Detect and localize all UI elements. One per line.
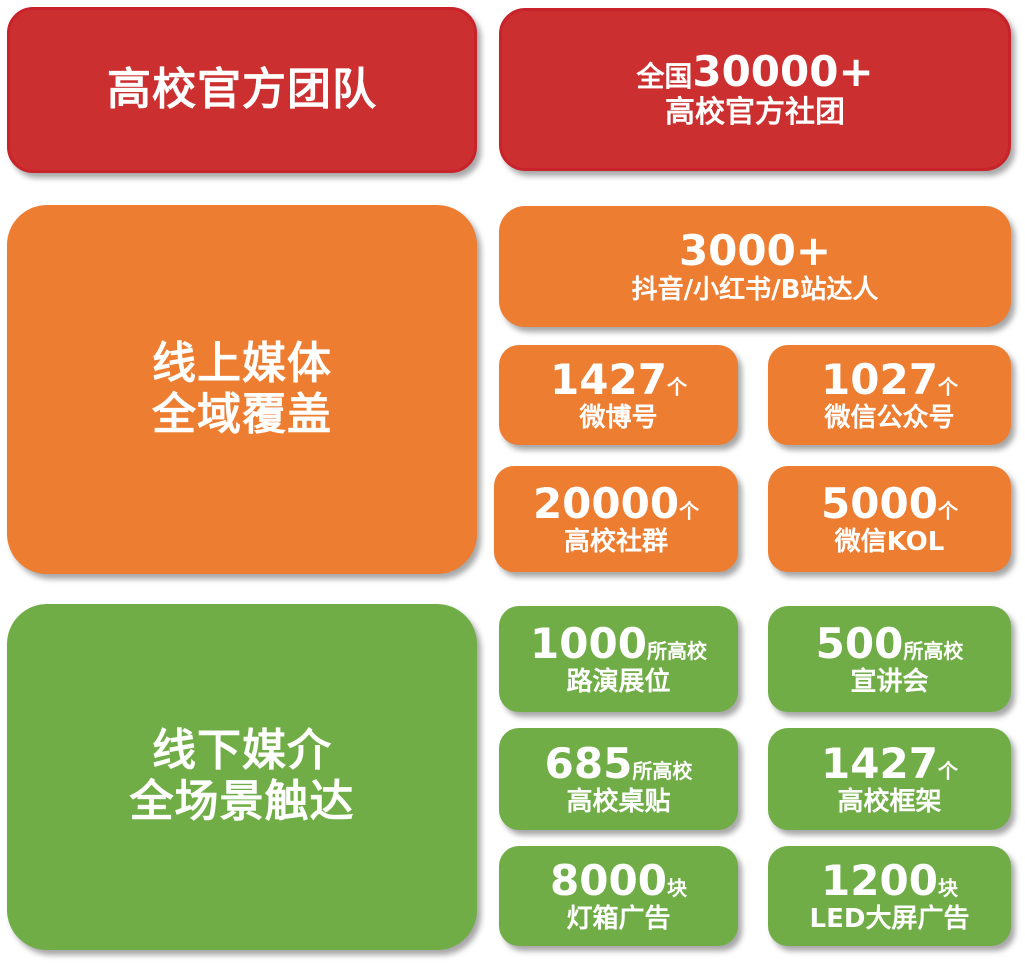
item-unit: 个 (666, 374, 687, 399)
offline-item: 1000所高校路演展位 (499, 606, 738, 712)
item-value: 5000 (821, 478, 938, 528)
online-title-box: 线上媒体 全域覆盖 (7, 205, 477, 574)
offline-item: 8000块灯箱广告 (499, 846, 738, 946)
online-top-value: 3000+ (678, 226, 832, 276)
stat-value: 30000+ (692, 47, 874, 97)
online-item: 1427个 微博号 (499, 345, 738, 445)
team-title-box: 高校官方团队 (7, 7, 477, 173)
item-value: 8000 (550, 855, 667, 905)
item-unit: 所高校 (903, 638, 964, 663)
item-label: 高校框架 (837, 787, 942, 818)
item-unit: 所高校 (646, 638, 707, 663)
item-value: 500 (815, 618, 904, 668)
item-value: 1027 (821, 354, 938, 404)
item-value: 20000 (532, 478, 680, 528)
online-item: 20000个 高校社群 (494, 466, 738, 572)
item-label: 微博号 (579, 403, 658, 434)
item-unit: 所高校 (632, 758, 693, 783)
online-item: 5000个微信KOL (768, 466, 1011, 572)
offline-item: 1427个高校框架 (768, 728, 1011, 830)
stat-label: 高校官方社团 (665, 95, 845, 131)
online-title-line1: 线上媒体 (152, 337, 332, 389)
item-value: 1200 (821, 855, 938, 905)
item-unit: 个 (937, 498, 958, 523)
item-value: 685 (544, 738, 633, 788)
offline-title-line2: 全场景触达 (129, 776, 355, 827)
offline-item: 685所高校高校桌贴 (499, 728, 738, 830)
item-label: 高校社群 (563, 527, 668, 558)
team-stat-box: 全国30000+ 高校官方社团 (499, 8, 1011, 171)
item-unit: 个 (937, 374, 958, 399)
item-label: LED大屏广告 (809, 904, 970, 935)
offline-title-box: 线下媒介 全场景触达 (7, 604, 477, 950)
team-title: 高校官方团队 (107, 63, 377, 115)
stat-prefix: 全国 (636, 60, 693, 94)
online-top-label: 抖音/小红书/B站达人 (631, 274, 879, 305)
item-unit: 块 (666, 875, 687, 900)
item-label: 高校桌贴 (566, 787, 671, 818)
item-label: 灯箱广告 (566, 904, 671, 935)
item-value: 1427 (821, 738, 938, 788)
item-label: 微信公众号 (824, 403, 955, 434)
online-title-line2: 全域覆盖 (152, 388, 332, 440)
item-label: 宣讲会 (850, 667, 929, 698)
offline-title-line1: 线下媒介 (152, 725, 332, 777)
item-label: 路演展位 (566, 667, 671, 698)
online-top-box: 3000+ 抖音/小红书/B站达人 (499, 206, 1011, 327)
item-label: 微信KOL (834, 527, 945, 558)
item-value: 1000 (530, 618, 647, 668)
offline-item: 500所高校宣讲会 (768, 606, 1011, 712)
item-unit: 个 (937, 758, 958, 783)
item-unit: 个 (679, 498, 700, 523)
item-unit: 块 (937, 875, 958, 900)
offline-item: 1200块 LED大屏广告 (768, 846, 1011, 946)
online-item: 1027个微信公众号 (768, 345, 1011, 445)
item-value: 1427 (550, 354, 667, 404)
